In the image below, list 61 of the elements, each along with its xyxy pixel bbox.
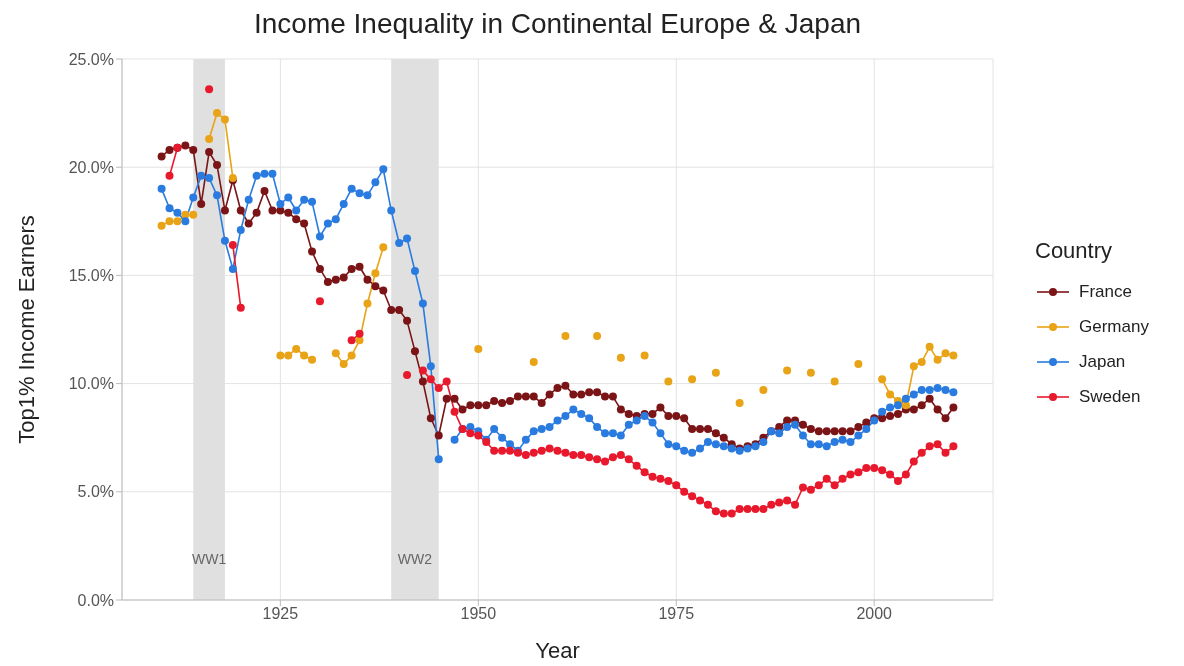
- point: [189, 210, 198, 219]
- point: [339, 360, 348, 369]
- point: [220, 115, 229, 124]
- y-axis-title: Top1% Income Earners: [13, 215, 39, 444]
- legend-label: Germany: [1079, 316, 1149, 337]
- point: [854, 360, 863, 369]
- point: [379, 243, 388, 252]
- legend-label: Sweden: [1079, 386, 1141, 407]
- point: [941, 349, 950, 358]
- point: [529, 357, 538, 366]
- y-tick-label: 0.0%: [77, 591, 114, 609]
- point: [783, 366, 792, 375]
- legend-label: France: [1079, 281, 1132, 302]
- point: [830, 377, 839, 386]
- point: [917, 357, 926, 366]
- point: [561, 331, 570, 340]
- point: [363, 299, 372, 308]
- legend-label: Japan: [1079, 351, 1126, 372]
- point: [474, 344, 483, 353]
- point: [688, 375, 697, 384]
- x-tick-label: 1925: [262, 605, 299, 623]
- point: [213, 109, 222, 118]
- point: [276, 351, 285, 360]
- point: [909, 362, 918, 371]
- point: [925, 342, 934, 351]
- band-label: WW2: [397, 551, 433, 567]
- point: [886, 390, 895, 399]
- y-tick-label: 25.0%: [68, 50, 114, 68]
- point: [664, 377, 673, 386]
- band-label: WW1: [191, 551, 227, 567]
- point: [616, 353, 625, 362]
- point: [878, 375, 887, 384]
- point: [640, 351, 649, 360]
- point: [331, 349, 340, 358]
- point: [205, 135, 214, 144]
- point: [308, 355, 317, 364]
- point: [759, 386, 768, 395]
- x-axis-title: Year: [535, 638, 580, 663]
- x-tick-label: 1975: [658, 605, 695, 623]
- point: [157, 221, 166, 230]
- point: [165, 217, 174, 226]
- point: [711, 368, 720, 377]
- point: [806, 368, 815, 377]
- point: [949, 351, 958, 360]
- point: [284, 351, 293, 360]
- point: [300, 351, 309, 360]
- y-tick-label: 10.0%: [68, 375, 114, 393]
- point: [292, 344, 301, 353]
- legend-title: Country: [1035, 238, 1114, 264]
- point: [371, 269, 380, 278]
- y-tick-label: 20.0%: [68, 158, 114, 176]
- point: [173, 217, 182, 226]
- chart-title: Income Inequality in Continental Europe & Japan: [252, 8, 863, 40]
- point: [593, 331, 602, 340]
- x-tick-label: 2000: [856, 605, 893, 623]
- point: [933, 355, 942, 364]
- y-tick-label: 5.0%: [77, 483, 114, 501]
- point: [735, 399, 744, 408]
- point: [347, 351, 356, 360]
- y-tick-label: 15.0%: [68, 267, 114, 285]
- x-tick-label: 1950: [460, 605, 497, 623]
